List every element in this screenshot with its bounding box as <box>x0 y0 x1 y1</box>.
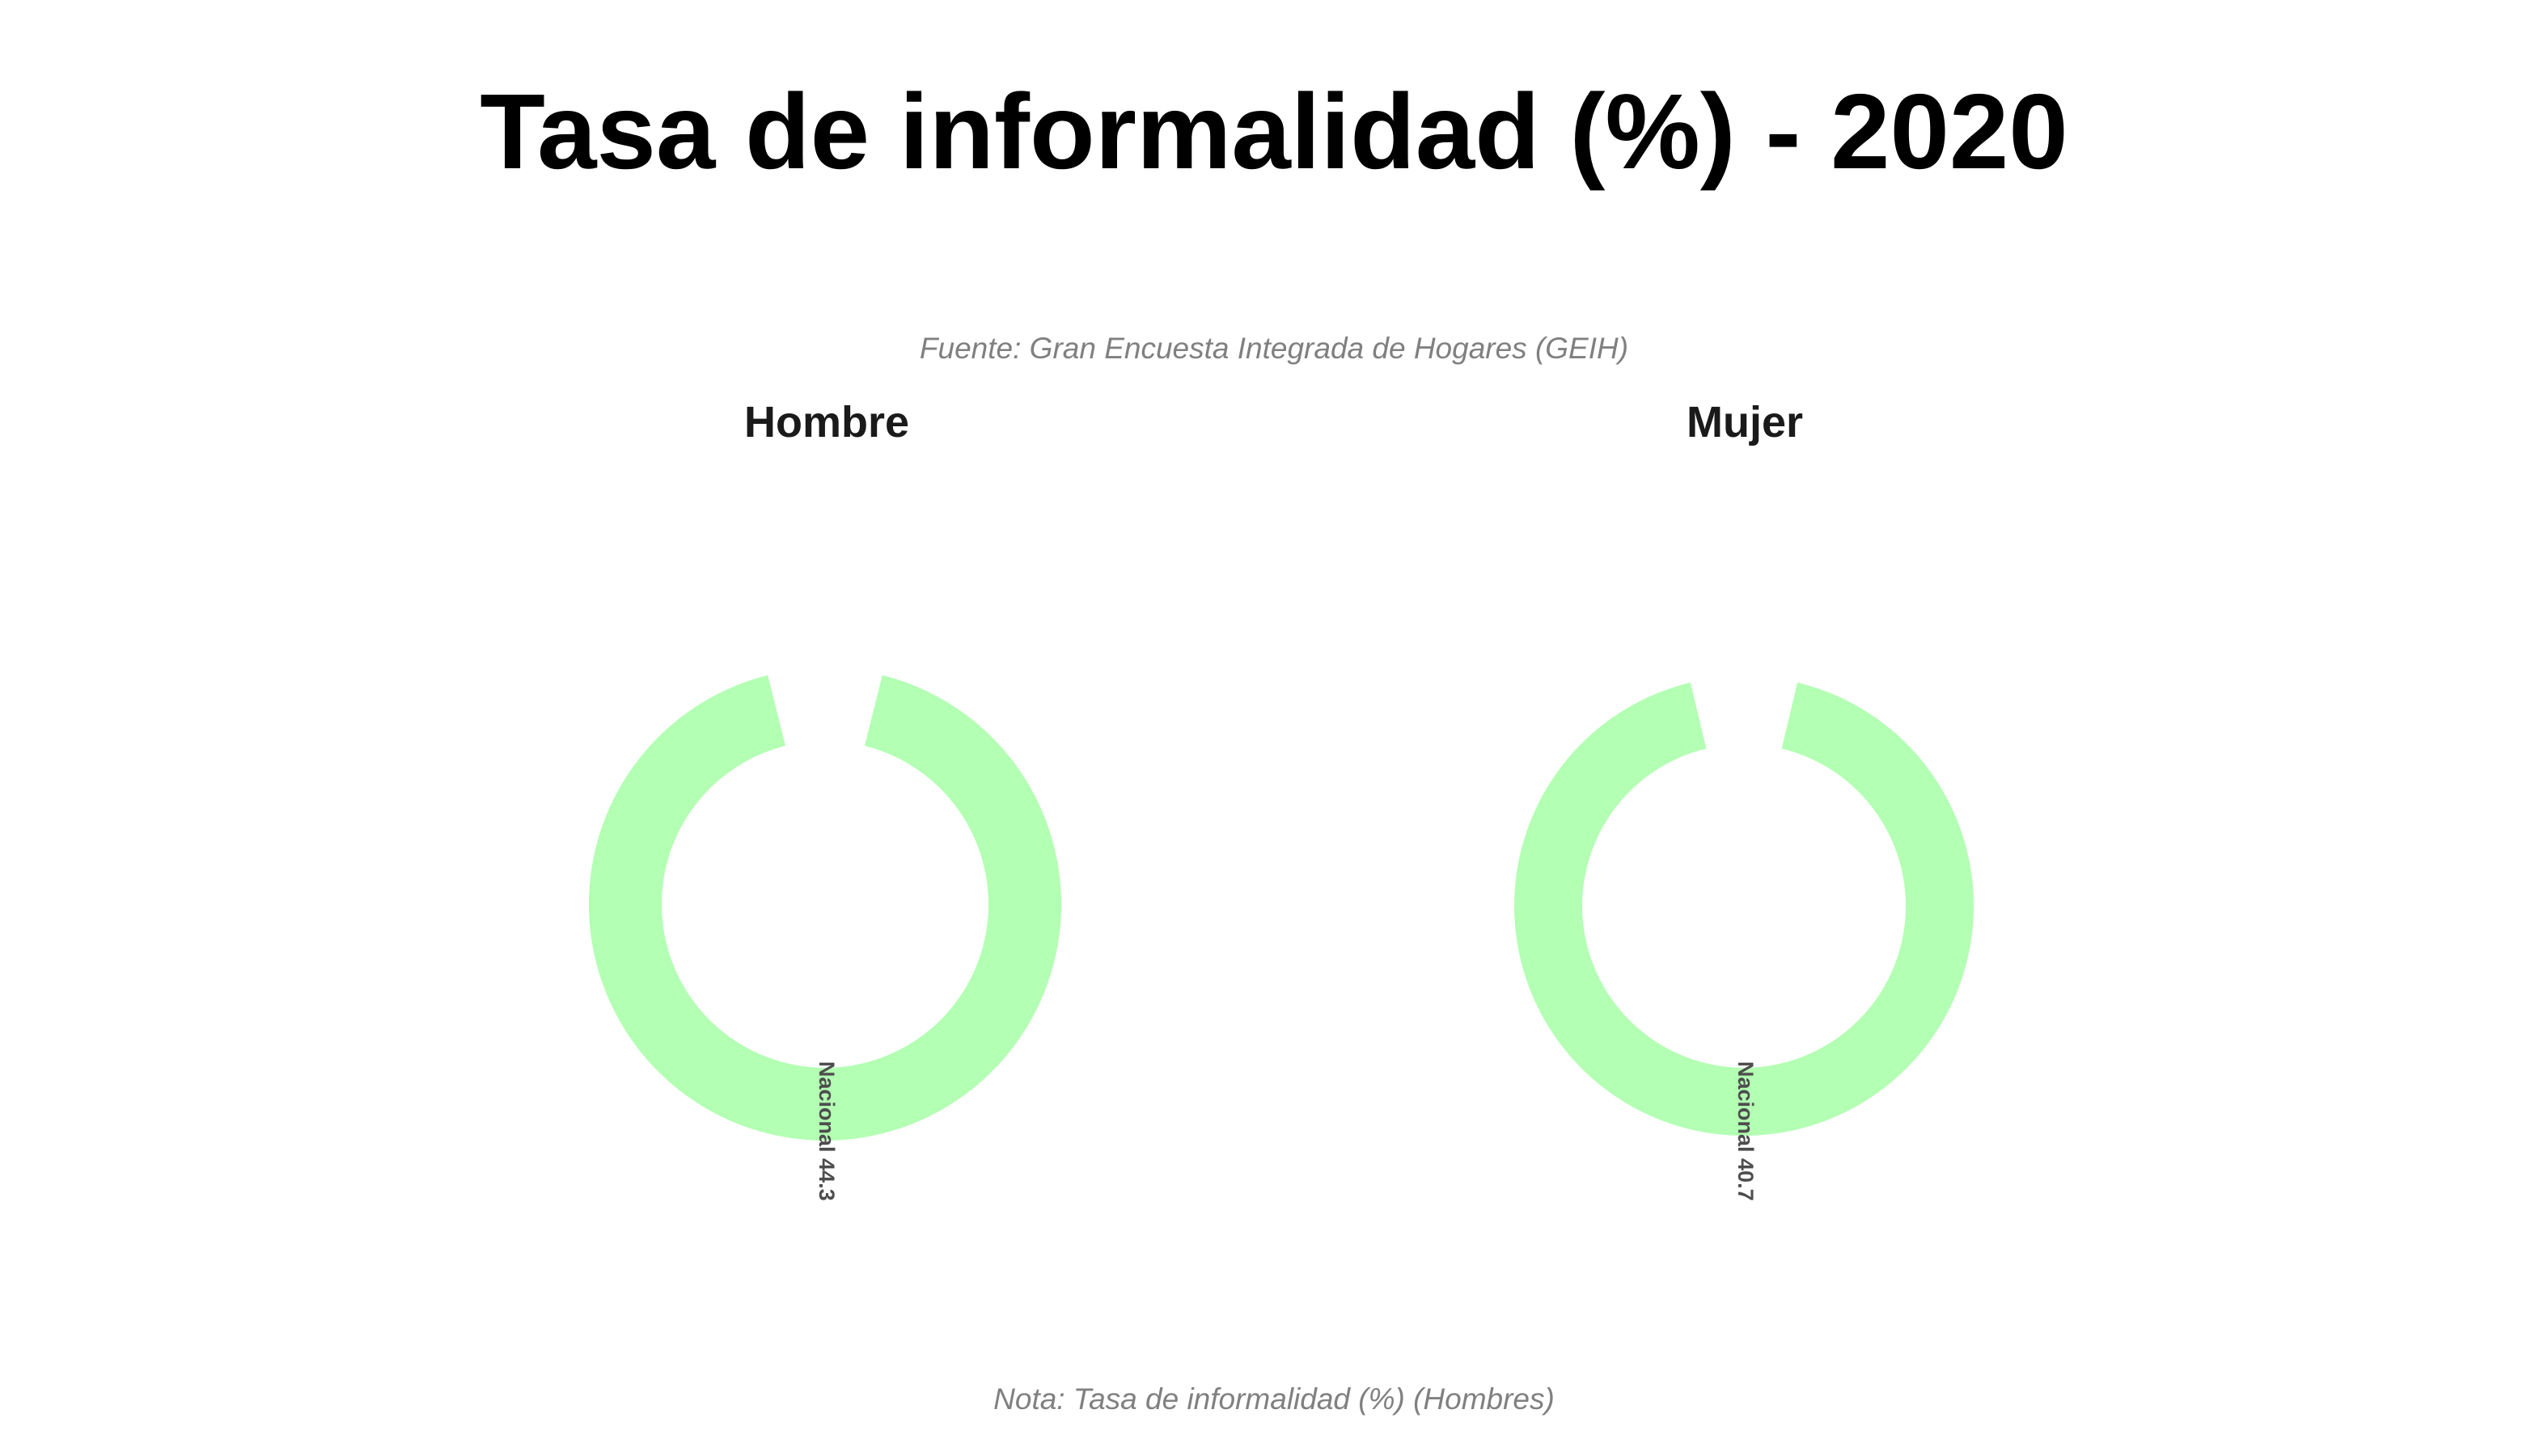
facet-mujer: Nacional 40.7 <box>1513 682 1974 1201</box>
chart-title: Tasa de informalidad (%) - 2020 <box>480 72 2068 191</box>
facet-title-hombre: Hombre <box>743 398 910 447</box>
ring-slice-nacional-mujer <box>1513 682 1974 1136</box>
ring-label-mujer: Nacional 40.7 <box>1733 1061 1758 1201</box>
ring-slice-nacional-hombre <box>588 675 1061 1141</box>
ring-label-hombre: Nacional 44.3 <box>815 1061 839 1201</box>
facet-hombre: Nacional 44.3 <box>588 675 1061 1201</box>
facet-title-mujer: Mujer <box>1686 398 1804 447</box>
chart-caption: Nota: Tasa de informalidad (%) (Hombres) <box>993 1382 1555 1416</box>
chart-subtitle: Fuente: Gran Encuesta Integrada de Hogar… <box>919 332 1629 365</box>
